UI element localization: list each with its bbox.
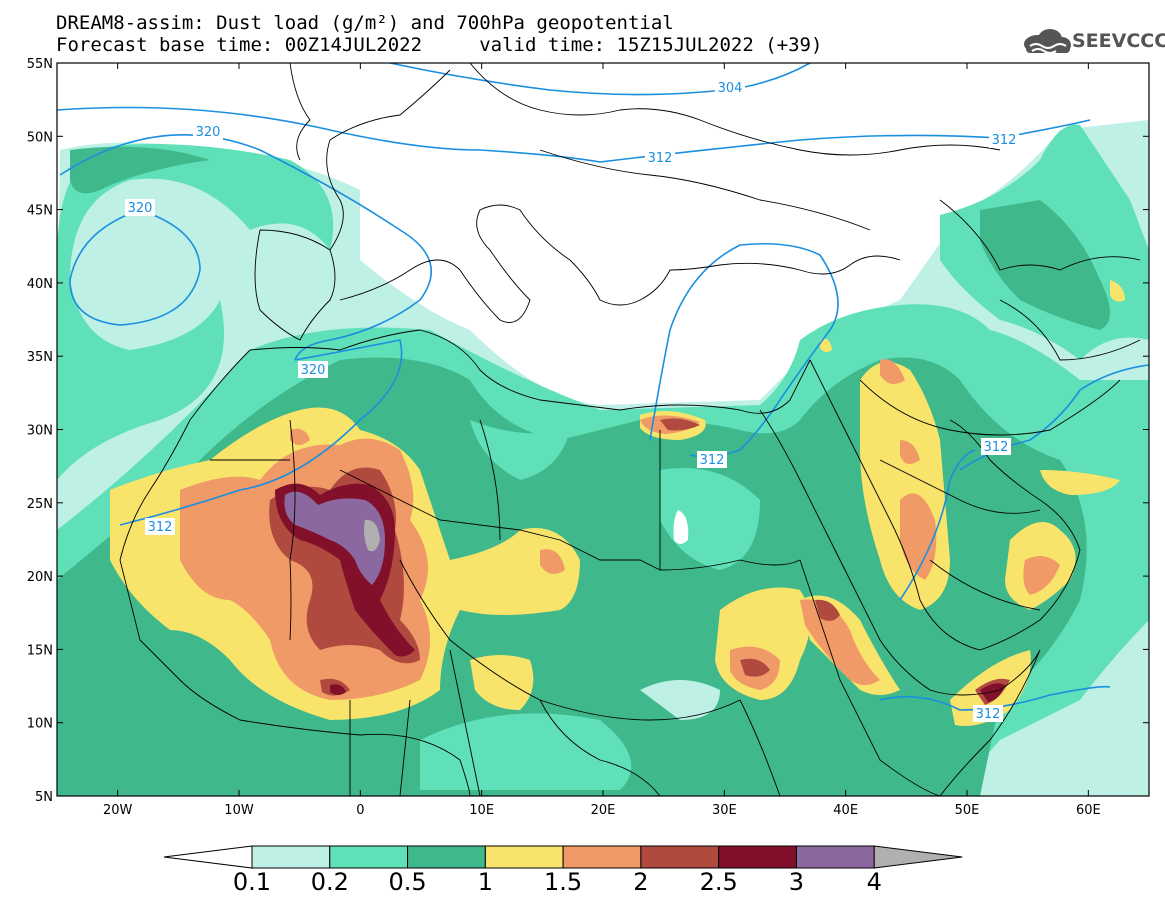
svg-text:312: 312 (984, 440, 1009, 455)
cloud-logo-icon (1024, 29, 1071, 54)
lat-label: 45N (27, 204, 53, 219)
svg-text:312: 312 (992, 133, 1017, 148)
colorbar-segment (329, 845, 409, 869)
lon-label: 0 (356, 803, 364, 818)
contour-label: 312 (145, 518, 175, 535)
lon-label: 20W (103, 803, 133, 818)
lat-label: 35N (27, 350, 53, 365)
colorbar-label: 1 (478, 868, 493, 896)
contour-label: 320 (193, 123, 223, 140)
latitude-labels: 55N 50N 45N 40N 35N 30N 25N 20N 15N 10N 5N (27, 57, 53, 805)
lat-label: 40N (27, 277, 53, 292)
colorbar-label: 1.5 (544, 868, 582, 896)
dust-field (57, 63, 1149, 796)
contour-label: 304 (715, 79, 745, 96)
map-title: DREAM8-assim: Dust load (g/m²) and 700hP… (56, 12, 674, 34)
lat-label: 30N (27, 424, 53, 439)
lat-label: 25N (27, 497, 53, 512)
svg-text:312: 312 (648, 151, 673, 166)
colorbar-label: 2.5 (700, 868, 738, 896)
colorbar-segment (484, 845, 564, 869)
colorbar-segment (795, 845, 875, 869)
contour-label: 312 (973, 705, 1003, 722)
lon-label: 60E (1076, 803, 1101, 818)
svg-text:320: 320 (196, 125, 221, 140)
lat-label: 15N (27, 643, 53, 658)
colorbar-label: 2 (633, 868, 648, 896)
contour-label: 320 (298, 361, 328, 378)
colorbar-segment (407, 845, 486, 869)
svg-text:312: 312 (148, 520, 173, 535)
svg-text:312: 312 (700, 453, 725, 468)
lat-label: 5N (35, 790, 53, 805)
colorbar-label: 3 (789, 868, 804, 896)
svg-text:320: 320 (128, 201, 153, 216)
lon-label: 10E (469, 803, 494, 818)
colorbar-segment (251, 845, 331, 869)
colorbar-label: 4 (867, 868, 882, 896)
lon-label: 30E (712, 803, 737, 818)
contour-label: 320 (125, 199, 155, 216)
contour-label: 312 (989, 131, 1019, 148)
colorbar-segment (640, 845, 720, 869)
colorbar-label: 0.2 (311, 868, 349, 896)
colorbar-label: 0.1 (233, 868, 271, 896)
contour-labels: 304 312 320 312 320 320 312 312 312 312 (125, 79, 1019, 722)
lat-label: 50N (27, 130, 53, 145)
lat-label: 55N (27, 57, 53, 72)
contour-label: 312 (645, 149, 675, 166)
svg-text:312: 312 (976, 707, 1001, 722)
colorbar-under-triangle (163, 845, 253, 869)
lon-label: 40E (833, 803, 858, 818)
colorbar-segment (562, 845, 642, 869)
lat-label: 20N (27, 570, 53, 585)
lat-label: 10N (27, 717, 53, 732)
colorbar-over-triangle (873, 845, 963, 869)
lon-label: 10W (224, 803, 254, 818)
colorbar: 0.1 0.2 0.5 1 1.5 2 2.5 3 4 (163, 845, 963, 896)
colorbar-label: 0.5 (388, 868, 426, 896)
colorbar-segment (718, 845, 797, 869)
svg-text:304: 304 (718, 81, 743, 96)
logo-text: SEEVCCC (1072, 30, 1165, 52)
svg-text:320: 320 (301, 363, 326, 378)
contour-label: 312 (981, 438, 1011, 455)
longitude-labels: 20W 10W 0 10E 20E 30E 40E 50E 60E (103, 803, 1101, 818)
contour-label: 312 (697, 451, 727, 468)
axis-ticks (57, 62, 1149, 797)
lon-label: 20E (591, 803, 616, 818)
lon-label: 50E (955, 803, 980, 818)
forecast-time-line: Forecast base time: 00Z14JUL2022 valid t… (56, 34, 823, 56)
